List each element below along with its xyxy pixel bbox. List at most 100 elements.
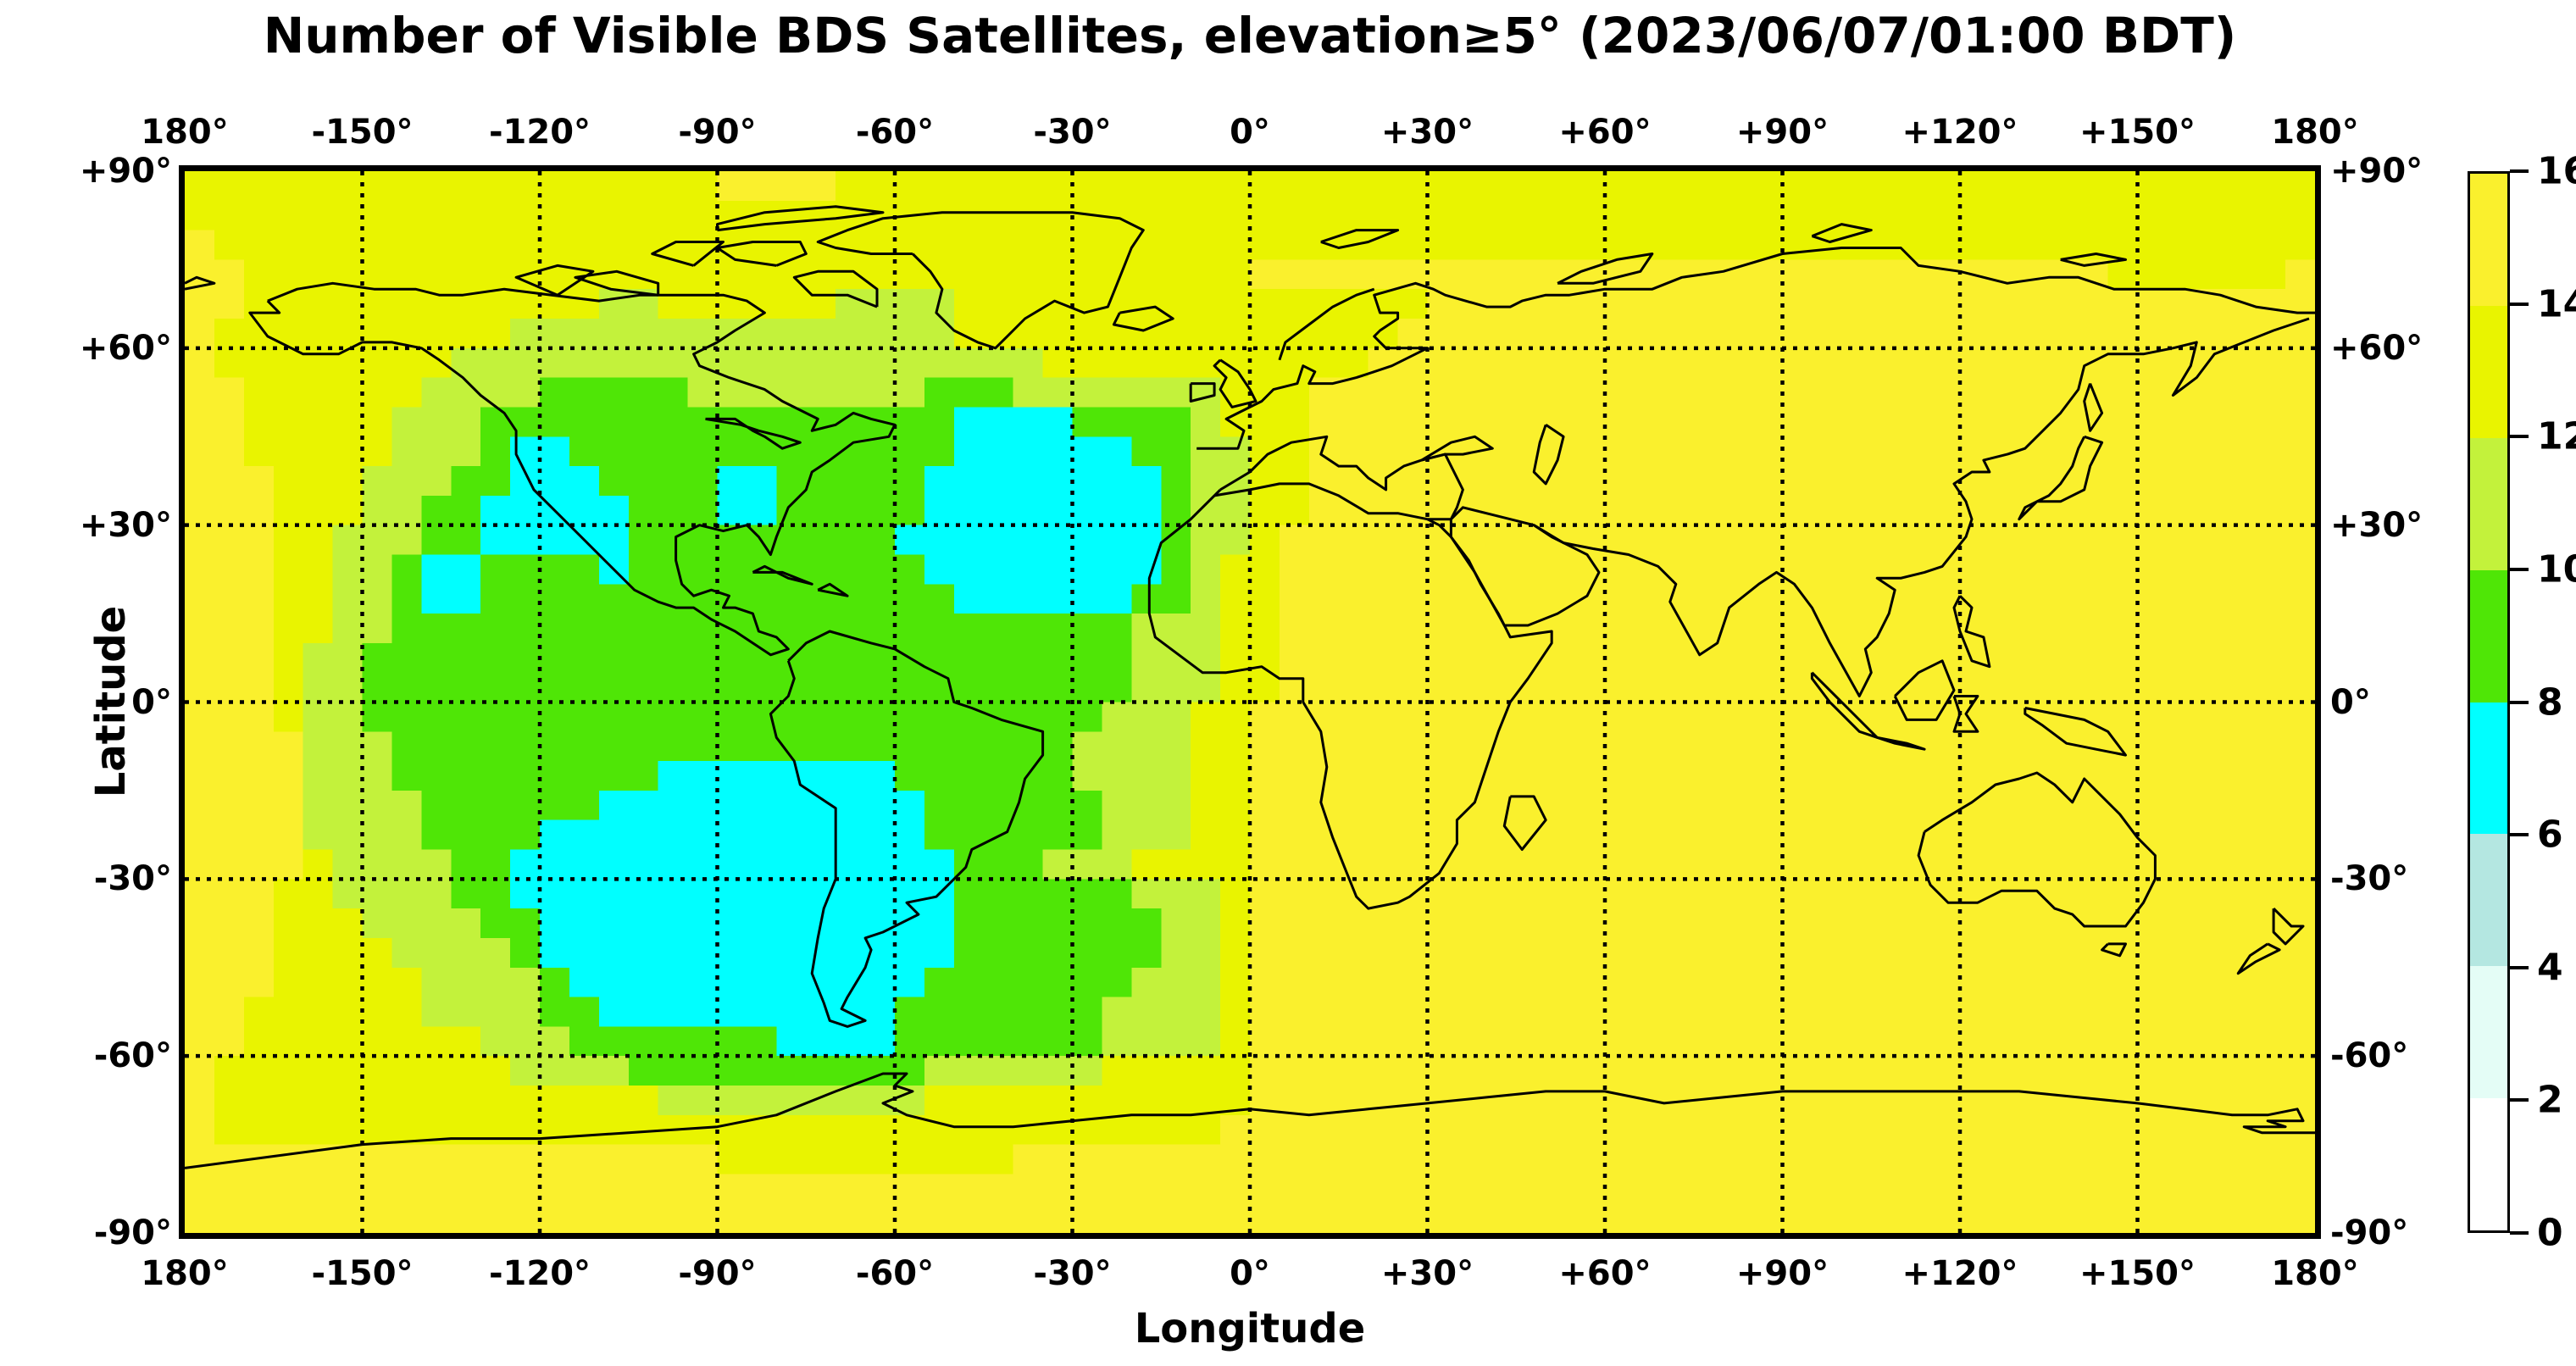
x-axis-label: Longitude bbox=[1134, 1305, 1366, 1352]
x-tick-label-top: -90° bbox=[678, 113, 757, 152]
colorbar-tick bbox=[2510, 833, 2529, 837]
coastline bbox=[752, 564, 813, 586]
coastline bbox=[1420, 435, 1494, 462]
colorbar-segment bbox=[2470, 966, 2507, 1099]
colorbar-segment bbox=[2470, 1098, 2507, 1230]
x-tick-label-top: 180° bbox=[2271, 113, 2359, 152]
coastline bbox=[2083, 383, 2104, 432]
coastline bbox=[2272, 908, 2305, 946]
y-tick-label-right: +60° bbox=[2330, 328, 2423, 368]
colorbar-tick-label: 12 bbox=[2537, 414, 2576, 458]
colorbar-tick-label: 4 bbox=[2537, 946, 2563, 990]
x-tick-label-bottom: -120° bbox=[488, 1254, 591, 1293]
coastline bbox=[705, 417, 802, 450]
map-overlay bbox=[185, 171, 2315, 1233]
coastline bbox=[1502, 795, 1547, 851]
colorbar-segment bbox=[2470, 305, 2507, 438]
x-tick-label-bottom: -60° bbox=[855, 1254, 935, 1293]
x-tick-label-bottom: 180° bbox=[2271, 1254, 2359, 1293]
x-tick-label-top: -30° bbox=[1033, 113, 1112, 152]
coastline bbox=[1196, 247, 2315, 450]
y-tick-label-left: 0° bbox=[131, 682, 172, 722]
x-tick-label-top: +120° bbox=[1901, 113, 2018, 152]
colorbar-tick bbox=[2510, 1098, 2529, 1102]
colorbar bbox=[2468, 171, 2510, 1233]
y-tick-label-left: -60° bbox=[93, 1036, 172, 1076]
coastline bbox=[514, 264, 595, 297]
x-tick-label-top: 0° bbox=[1230, 113, 1270, 152]
coastline bbox=[1952, 595, 1991, 669]
colorbar-segment bbox=[2470, 702, 2507, 835]
x-tick-label-top: +30° bbox=[1380, 113, 1474, 152]
coastline bbox=[185, 1072, 2315, 1169]
coastline bbox=[1952, 695, 1979, 733]
colorbar-segment bbox=[2470, 834, 2507, 967]
x-tick-label-bottom: -90° bbox=[678, 1254, 757, 1293]
coastline bbox=[1278, 287, 1375, 361]
coastline bbox=[1557, 253, 1654, 285]
y-tick-label-right: -60° bbox=[2330, 1036, 2409, 1076]
y-tick-label-left: +30° bbox=[79, 505, 172, 545]
y-tick-label-left: +90° bbox=[79, 152, 172, 191]
coastline bbox=[1893, 659, 1956, 721]
y-tick-label-right: 0° bbox=[2330, 682, 2371, 722]
colorbar-tick-label: 14 bbox=[2537, 282, 2576, 326]
x-tick-label-bottom: +120° bbox=[1901, 1254, 2018, 1293]
x-tick-label-bottom: 180° bbox=[141, 1254, 229, 1293]
colorbar-tick bbox=[2510, 567, 2529, 571]
colorbar-tick bbox=[2510, 965, 2529, 969]
coastline bbox=[1449, 506, 1601, 627]
x-tick-label-top: -120° bbox=[488, 113, 591, 152]
colorbar-tick-label: 6 bbox=[2537, 813, 2563, 857]
coastline bbox=[792, 269, 879, 308]
colorbar-tick bbox=[2510, 1231, 2529, 1235]
coastline bbox=[1112, 305, 1174, 332]
coastline bbox=[2060, 253, 2127, 267]
coastline bbox=[1917, 771, 2157, 928]
coastline bbox=[1213, 358, 1257, 408]
x-tick-label-bottom: +150° bbox=[2079, 1254, 2196, 1293]
x-tick-label-bottom: -150° bbox=[311, 1254, 414, 1293]
coastline bbox=[651, 241, 724, 267]
y-tick-label-left: -90° bbox=[93, 1213, 172, 1252]
coastline bbox=[716, 205, 885, 232]
colorbar-tick bbox=[2510, 700, 2529, 704]
y-tick-label-left: +60° bbox=[79, 328, 172, 368]
colorbar-tick bbox=[2510, 435, 2529, 439]
colorbar-tick bbox=[2510, 302, 2529, 306]
page-title: Number of Visible BDS Satellites, elevat… bbox=[263, 7, 2237, 64]
coastline bbox=[2018, 435, 2104, 521]
y-tick-label-right: -30° bbox=[2330, 859, 2409, 899]
coastline bbox=[716, 241, 808, 267]
coastline bbox=[248, 281, 897, 657]
coastline bbox=[1876, 736, 1926, 751]
x-tick-label-top: 180° bbox=[141, 113, 229, 152]
colorbar-tick-label: 2 bbox=[2537, 1078, 2563, 1122]
coastline bbox=[1147, 494, 1553, 910]
x-tick-label-top: +150° bbox=[2079, 113, 2196, 152]
colorbar-tick-label: 10 bbox=[2537, 547, 2576, 591]
colorbar-segment bbox=[2470, 569, 2507, 702]
colorbar-tick-label: 8 bbox=[2537, 680, 2563, 724]
coastline bbox=[1811, 223, 1873, 243]
coastline bbox=[816, 211, 1145, 350]
colorbar-tick-label: 16 bbox=[2537, 149, 2576, 193]
colorbar-tick-label: 0 bbox=[2537, 1211, 2563, 1255]
coastline bbox=[769, 630, 1045, 1028]
colorbar-tick bbox=[2510, 169, 2529, 173]
x-tick-label-bottom: +60° bbox=[1558, 1254, 1652, 1293]
y-tick-label-right: -90° bbox=[2330, 1213, 2409, 1252]
coastline bbox=[2236, 942, 2281, 975]
coastline bbox=[1810, 671, 1879, 739]
x-tick-label-top: +90° bbox=[1735, 113, 1829, 152]
coastline bbox=[574, 269, 660, 297]
y-tick-label-right: +90° bbox=[2330, 152, 2423, 191]
colorbar-segment bbox=[2470, 174, 2507, 306]
y-tick-label-right: +30° bbox=[2330, 505, 2423, 545]
coastline bbox=[1532, 424, 1565, 486]
x-tick-label-bottom: +90° bbox=[1735, 1254, 1829, 1293]
x-tick-label-bottom: -30° bbox=[1033, 1254, 1112, 1293]
x-tick-label-top: -150° bbox=[311, 113, 414, 152]
x-tick-label-bottom: 0° bbox=[1230, 1254, 1270, 1293]
